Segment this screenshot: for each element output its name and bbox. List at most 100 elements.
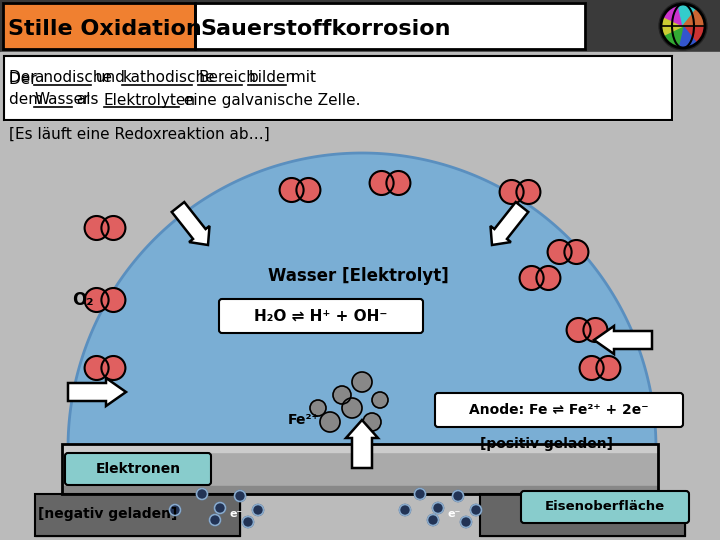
Circle shape <box>500 180 523 204</box>
Circle shape <box>235 490 246 502</box>
Text: und: und <box>91 71 130 85</box>
Circle shape <box>400 504 410 516</box>
Bar <box>35 494 240 536</box>
Text: Anode: Fe ⇌ Fe²⁺ + 2e⁻: Anode: Fe ⇌ Fe²⁺ + 2e⁻ <box>469 403 649 417</box>
Circle shape <box>352 372 372 392</box>
Circle shape <box>169 504 181 516</box>
Text: dem: dem <box>9 92 48 107</box>
Wedge shape <box>678 4 697 26</box>
Circle shape <box>310 400 326 416</box>
Wedge shape <box>661 16 683 36</box>
Circle shape <box>536 266 560 290</box>
FancyBboxPatch shape <box>219 299 423 333</box>
Circle shape <box>470 504 482 516</box>
Bar <box>0 0 720 52</box>
Circle shape <box>387 171 410 195</box>
Text: Elektronen: Elektronen <box>96 462 181 476</box>
Bar <box>62 444 658 494</box>
Wedge shape <box>663 26 683 48</box>
Wedge shape <box>683 26 705 43</box>
Circle shape <box>102 288 125 312</box>
Text: [Es läuft eine Redoxreaktion ab…]: [Es läuft eine Redoxreaktion ab…] <box>9 126 270 141</box>
Circle shape <box>659 2 707 50</box>
Circle shape <box>428 515 438 525</box>
Circle shape <box>596 356 621 380</box>
Circle shape <box>85 356 109 380</box>
Text: Der: Der <box>9 72 42 87</box>
Circle shape <box>297 178 320 202</box>
Text: bilden: bilden <box>248 71 295 85</box>
Text: eine galvanische Zelle.: eine galvanische Zelle. <box>179 92 361 107</box>
Bar <box>62 444 658 494</box>
Bar <box>62 444 658 452</box>
Circle shape <box>210 515 220 525</box>
FancyArrow shape <box>346 420 378 468</box>
Bar <box>195 3 585 49</box>
Text: mit: mit <box>287 71 316 85</box>
Text: kathodische: kathodische <box>122 71 215 85</box>
Circle shape <box>279 178 304 202</box>
Circle shape <box>564 240 588 264</box>
Circle shape <box>243 516 253 528</box>
Circle shape <box>342 398 362 418</box>
Text: H₂O ⇌ H⁺ + OH⁻: H₂O ⇌ H⁺ + OH⁻ <box>254 308 387 323</box>
Wedge shape <box>678 26 697 48</box>
Circle shape <box>369 171 394 195</box>
Circle shape <box>197 489 207 500</box>
Circle shape <box>548 240 572 264</box>
Circle shape <box>580 356 603 380</box>
Circle shape <box>215 503 225 514</box>
Text: Fe²⁺: Fe²⁺ <box>288 413 320 427</box>
Circle shape <box>85 288 109 312</box>
Text: als: als <box>72 92 104 107</box>
Text: [negativ geladen]: [negativ geladen] <box>38 507 177 521</box>
Text: [positiv geladen]: [positiv geladen] <box>480 437 613 451</box>
Text: Der: Der <box>9 71 42 85</box>
Polygon shape <box>68 153 656 448</box>
Bar <box>35 494 240 536</box>
Circle shape <box>516 180 541 204</box>
Text: Elektrolyten: Elektrolyten <box>104 92 196 107</box>
Text: Sauerstoffkorrosion: Sauerstoffkorrosion <box>200 19 451 39</box>
Bar <box>3 3 195 49</box>
Circle shape <box>253 504 264 516</box>
Circle shape <box>567 318 590 342</box>
Text: O₂: O₂ <box>72 291 94 309</box>
Circle shape <box>452 490 464 502</box>
Circle shape <box>433 503 444 514</box>
Circle shape <box>85 216 109 240</box>
Text: e⁻: e⁻ <box>229 509 243 519</box>
Bar <box>62 486 658 494</box>
Circle shape <box>102 216 125 240</box>
Bar <box>4 56 672 120</box>
FancyArrow shape <box>490 202 528 245</box>
FancyBboxPatch shape <box>521 491 689 523</box>
FancyBboxPatch shape <box>65 453 211 485</box>
Circle shape <box>461 516 472 528</box>
Circle shape <box>415 489 426 500</box>
Text: Wasser [Elektrolyt]: Wasser [Elektrolyt] <box>268 267 449 285</box>
Circle shape <box>363 413 381 431</box>
Text: anodische: anodische <box>35 71 112 85</box>
Text: Bereich: Bereich <box>198 71 256 85</box>
Circle shape <box>333 386 351 404</box>
Text: Stille Oxidation: Stille Oxidation <box>8 19 202 39</box>
FancyArrow shape <box>594 326 652 354</box>
Text: Eisenoberfläche: Eisenoberfläche <box>545 501 665 514</box>
Bar <box>4 56 672 120</box>
Text: Wasser: Wasser <box>35 92 89 107</box>
FancyArrow shape <box>68 378 126 406</box>
Circle shape <box>372 392 388 408</box>
Circle shape <box>520 266 544 290</box>
Wedge shape <box>683 9 705 26</box>
Bar <box>195 3 585 49</box>
Text: e⁻: e⁻ <box>447 509 461 519</box>
Wedge shape <box>663 4 683 26</box>
Circle shape <box>102 356 125 380</box>
Bar <box>480 494 685 536</box>
Circle shape <box>583 318 608 342</box>
FancyBboxPatch shape <box>435 393 683 427</box>
Circle shape <box>320 412 340 432</box>
Bar <box>480 494 685 536</box>
FancyArrow shape <box>172 202 210 245</box>
